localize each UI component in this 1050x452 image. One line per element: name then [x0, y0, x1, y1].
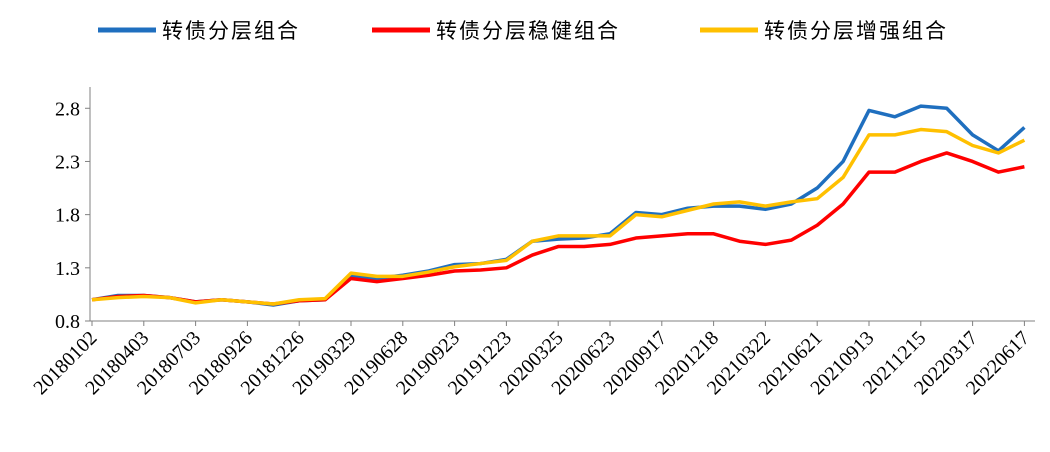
y-tick-label: 2.3 — [55, 151, 80, 173]
series-line — [91, 127, 1026, 306]
legend: 转债分层组合 转债分层稳健组合 转债分层增强组合 — [98, 19, 948, 43]
y-tick-label: 0.8 — [55, 311, 80, 333]
legend-label: 转债分层组合 — [162, 19, 300, 43]
legend-label: 转债分层增强组合 — [764, 19, 948, 43]
y-tick-label: 2.8 — [55, 98, 80, 120]
series-line — [91, 151, 1025, 306]
y-tick-label: 1.3 — [55, 258, 80, 280]
legend-label: 转债分层稳健组合 — [436, 19, 620, 43]
y-tick-label: 1.8 — [55, 205, 80, 227]
